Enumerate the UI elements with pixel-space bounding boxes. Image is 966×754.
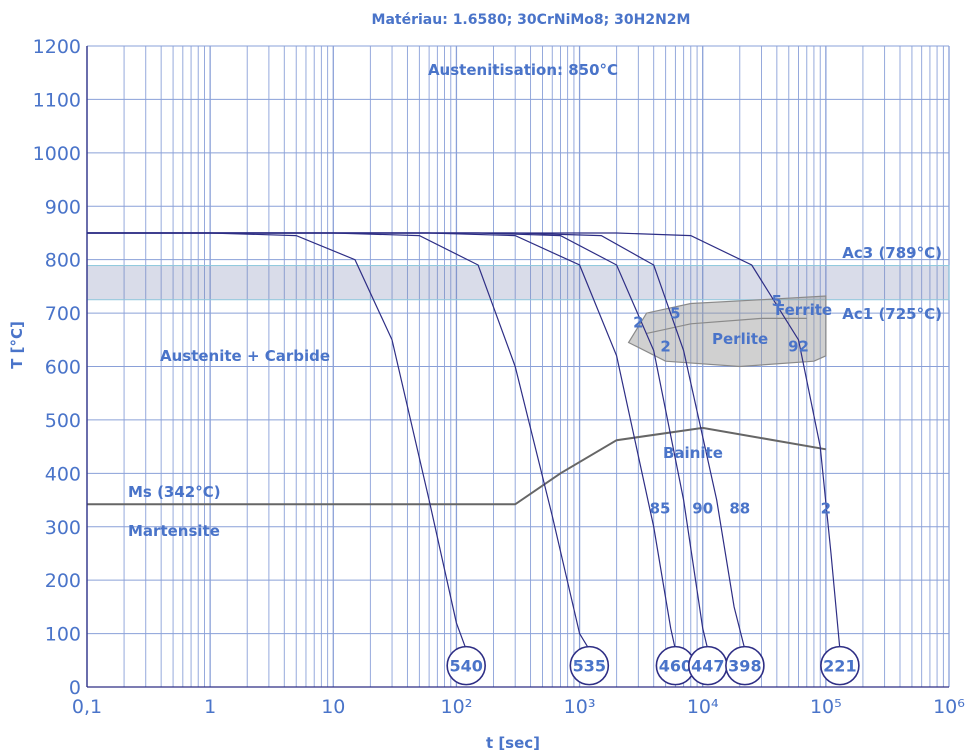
x-tick-label: 10⁴ xyxy=(687,696,719,718)
y-tick-label: 800 xyxy=(45,250,81,272)
x-tick-label: 10 xyxy=(321,696,345,718)
y-tick-label: 500 xyxy=(45,410,81,432)
phase-percent-label: 2 xyxy=(633,314,643,332)
cooling-curves: 540 535 460 447 398 221 xyxy=(87,232,860,686)
hardness-circle xyxy=(820,645,860,686)
y-tick-label: 100 xyxy=(45,624,81,646)
y-tick-label: 0 xyxy=(69,677,81,699)
phase-percent-label: 5 xyxy=(772,292,782,310)
phase-percent-label: 5 xyxy=(670,304,680,322)
phase-percent-label: 2 xyxy=(660,338,670,356)
ac1-ac3-band xyxy=(86,265,950,301)
hardness-value: 447 xyxy=(691,657,724,676)
labels: Matériau: 1.6580; 30CrNiMo8; 30H2N2M t [… xyxy=(8,12,942,752)
austenitisation-label: Austenitisation: 850°C xyxy=(428,61,618,79)
hardness-value: 221 xyxy=(823,657,856,676)
y-axis-label: T [°C] xyxy=(8,321,26,369)
chart-title: Matériau: 1.6580; 30CrNiMo8; 30H2N2M xyxy=(372,12,691,28)
y-tick-label: 1000 xyxy=(33,143,81,165)
y-tick-label: 600 xyxy=(45,357,81,379)
ac1-label: Ac1 (725°C) xyxy=(842,305,942,323)
ferrite-label: Ferrite xyxy=(775,301,832,319)
hardness-circle xyxy=(569,645,610,686)
y-tick-label: 1100 xyxy=(33,89,81,111)
phase-percent-label: 92 xyxy=(788,338,809,356)
x-axis-label: t [sec] xyxy=(486,734,540,752)
perlite-label: Perlite xyxy=(712,330,768,348)
y-tick-label: 300 xyxy=(45,517,81,539)
hardness-value: 398 xyxy=(728,657,761,676)
hardness-value: 535 xyxy=(573,657,606,676)
x-tick-label: 10² xyxy=(441,696,473,718)
grid xyxy=(86,45,950,688)
y-tick-label: 700 xyxy=(45,303,81,325)
phase-percent-label: 2 xyxy=(821,499,831,517)
axes: 0 100 200 300 400 500 600 700 800 900 1000 1100 1200… xyxy=(33,36,965,718)
ac-band xyxy=(86,265,950,301)
hardness-circle xyxy=(446,645,486,686)
x-tick-label: 10⁵ xyxy=(810,696,842,718)
y-tick-label: 200 xyxy=(45,570,81,592)
bainite-label: Bainite xyxy=(663,444,723,462)
y-tick-label: 1200 xyxy=(33,36,81,58)
cooling-curve xyxy=(87,232,841,650)
phase-percent-label: 88 xyxy=(729,499,750,517)
phase-percent-label: 90 xyxy=(692,499,713,517)
martensite-label: Martensite xyxy=(128,522,220,540)
y-tick-label: 900 xyxy=(45,196,81,218)
perlite-start-line xyxy=(646,317,807,334)
x-tick-label: 1 xyxy=(204,696,216,718)
hardness-value: 540 xyxy=(449,657,482,676)
x-tick-label: 0,1 xyxy=(72,696,102,718)
phase-percent-label: 85 xyxy=(650,499,671,517)
ac3-label: Ac3 (789°C) xyxy=(842,244,942,262)
hardness-value: 460 xyxy=(659,657,692,676)
hardness-circle xyxy=(725,645,765,686)
austenite-carbide-label: Austenite + Carbide xyxy=(160,347,330,365)
x-tick-label: 10³ xyxy=(564,696,596,718)
y-tick-label: 400 xyxy=(45,463,81,485)
ms-label: Ms (342°C) xyxy=(128,483,221,501)
x-tick-label: 10⁶ xyxy=(933,696,965,718)
bainite-ms-boundary xyxy=(87,426,827,506)
